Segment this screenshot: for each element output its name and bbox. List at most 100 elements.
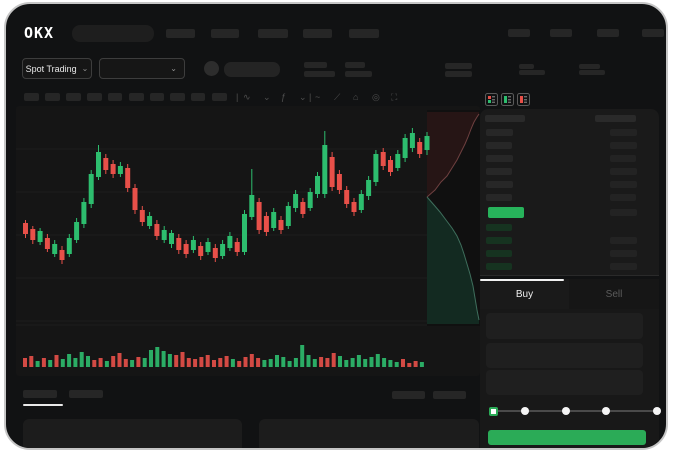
order-book-header: [595, 115, 636, 122]
buy-submit-button[interactable]: [488, 430, 646, 445]
slider-stop[interactable]: [653, 407, 661, 415]
bottom-tab-active-underline: [23, 404, 63, 406]
last-price-bar[interactable]: [488, 207, 524, 218]
okx-logo: OKX: [24, 24, 55, 42]
order-input[interactable]: [486, 370, 643, 395]
pair-selector-dropdown[interactable]: ⌄: [99, 58, 185, 79]
chevron-down-icon: ⌄: [170, 63, 177, 73]
tab-sell[interactable]: Sell: [569, 279, 659, 309]
slider-stop[interactable]: [562, 407, 570, 415]
tablet-frame: OKX Spot Trading ⌄ ⌄ | ∿ ⌄ ƒ ⌄ | ~ ⟋ ⌂ ◎ ⛶: [4, 2, 668, 450]
ask-row-bar[interactable]: [486, 142, 512, 149]
timeframe-button[interactable]: [150, 93, 164, 101]
slider-track[interactable]: [493, 410, 658, 412]
ask-row-bar[interactable]: [486, 168, 512, 175]
stat-bar: [579, 70, 605, 75]
ask-row-bar[interactable]: [610, 129, 637, 136]
ask-row-bar[interactable]: [610, 168, 637, 175]
stat-bar: [304, 71, 335, 77]
ask-row-bar[interactable]: [610, 155, 636, 162]
app-screen: OKX Spot Trading ⌄ ⌄ | ∿ ⌄ ƒ ⌄ | ~ ⟋ ⌂ ◎ ⛶: [6, 4, 666, 448]
nav-item[interactable]: [303, 29, 332, 38]
ask-row-bar[interactable]: [610, 142, 637, 149]
timeframe-button[interactable]: [45, 93, 60, 101]
market-type-label: Spot Trading: [25, 63, 77, 74]
bottom-panel: [23, 419, 242, 448]
trade-tab-bar: Buy Sell: [480, 279, 659, 309]
timeframe-button[interactable]: [170, 93, 185, 101]
stat-bar: [345, 62, 365, 68]
chart-tool-icon[interactable]: ƒ: [281, 92, 287, 102]
bid-row-bar[interactable]: [486, 250, 512, 257]
stat-bar: [519, 70, 545, 75]
nav-item[interactable]: [597, 29, 619, 37]
tab-buy-label: Buy: [515, 288, 534, 300]
pair-pill: [224, 62, 280, 77]
tab-sell-label: Sell: [605, 288, 623, 300]
nav-item[interactable]: [166, 29, 195, 38]
stat-bar: [445, 71, 472, 77]
bid-row-bar[interactable]: [486, 263, 512, 270]
chevron-down-icon: ⌄: [81, 63, 89, 73]
nav-item[interactable]: [258, 29, 288, 38]
order-book-header: [485, 115, 525, 122]
slider-stop[interactable]: [521, 407, 529, 415]
bottom-tab[interactable]: [23, 390, 57, 398]
timeframe-button[interactable]: [24, 93, 39, 101]
active-tab-indicator: [480, 279, 564, 281]
nav-item[interactable]: [211, 29, 239, 38]
candlestick-chart[interactable]: [16, 106, 480, 376]
timeframe-button[interactable]: [191, 93, 205, 101]
stat-bar: [445, 63, 472, 69]
ask-row-bar[interactable]: [486, 155, 513, 162]
bid-row-bar[interactable]: [486, 224, 512, 231]
ask-row-bar[interactable]: [486, 129, 513, 136]
slider-handle-active[interactable]: [489, 407, 498, 416]
order-input[interactable]: [486, 313, 643, 339]
timeframe-button[interactable]: [129, 93, 144, 101]
bottom-control[interactable]: [433, 391, 466, 399]
stat-bar: [345, 71, 372, 77]
bid-row-bar[interactable]: [486, 237, 512, 244]
order-book-panel: [480, 109, 659, 275]
chart-tool-icon[interactable]: ⌂: [353, 92, 359, 102]
ask-row-bar[interactable]: [486, 194, 512, 201]
stat-bar: [519, 64, 534, 69]
chart-tool-icon[interactable]: ⌄: [299, 92, 307, 102]
last-price-row-bar[interactable]: [610, 209, 637, 216]
ask-row-bar[interactable]: [610, 194, 636, 201]
slider-stop[interactable]: [602, 407, 610, 415]
timeframe-button[interactable]: [87, 93, 102, 101]
nav-item[interactable]: [508, 29, 530, 37]
order-book-asks-icon[interactable]: [517, 93, 530, 106]
ask-row-bar[interactable]: [610, 181, 637, 188]
bottom-panel: [259, 419, 479, 448]
bid-row-bar[interactable]: [610, 250, 637, 257]
timeframe-button[interactable]: [108, 93, 122, 101]
pair-avatar: [204, 61, 219, 76]
bottom-tab[interactable]: [69, 390, 103, 398]
order-input[interactable]: [486, 343, 643, 368]
timeframe-button[interactable]: [66, 93, 81, 101]
price-chart-pane[interactable]: [16, 106, 480, 376]
chart-tool-icon[interactable]: ⛶: [391, 92, 398, 102]
chart-tool-icon[interactable]: ⌄: [263, 92, 271, 102]
order-book-bids-icon[interactable]: [501, 93, 514, 106]
bid-row-bar[interactable]: [610, 237, 637, 244]
ask-row-bar[interactable]: [486, 181, 513, 188]
timeframe-button[interactable]: [212, 93, 227, 101]
nav-item[interactable]: [642, 29, 664, 37]
bottom-control[interactable]: [392, 391, 425, 399]
chart-tool-icon[interactable]: ⟋: [334, 92, 341, 102]
chart-tool-icon[interactable]: ◎: [372, 92, 380, 102]
search-input[interactable]: [72, 25, 154, 42]
order-book-combined-icon[interactable]: [485, 93, 498, 106]
chart-tool-icon[interactable]: ~: [315, 92, 321, 102]
tab-buy[interactable]: Buy: [480, 279, 569, 309]
nav-item[interactable]: [349, 29, 379, 38]
chart-tool-icon[interactable]: ∿: [243, 92, 251, 102]
bid-row-bar[interactable]: [610, 263, 637, 270]
nav-item[interactable]: [550, 29, 572, 37]
market-type-dropdown[interactable]: Spot Trading ⌄: [22, 58, 92, 79]
